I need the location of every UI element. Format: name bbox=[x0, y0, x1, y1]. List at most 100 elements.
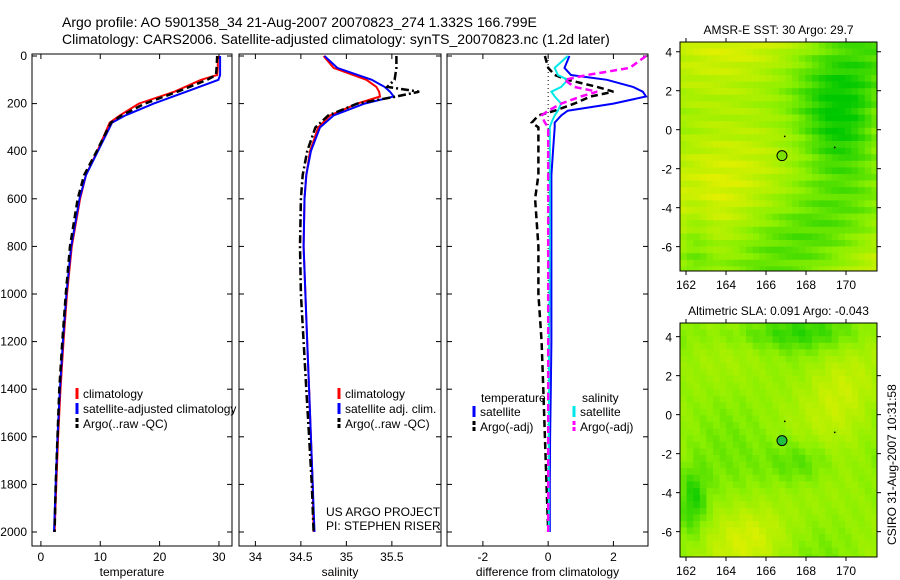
legend-label: Argo(-adj) bbox=[580, 420, 633, 434]
heatmap-cell bbox=[713, 200, 720, 208]
heatmap-cell bbox=[765, 402, 773, 410]
heatmap-cell bbox=[858, 362, 866, 370]
heatmap-cell bbox=[812, 521, 819, 528]
heatmap-cell bbox=[825, 422, 833, 429]
heatmap-cell bbox=[785, 213, 793, 221]
heatmap-cell bbox=[858, 114, 866, 122]
heatmap-cell bbox=[693, 108, 701, 115]
heatmap-cell bbox=[818, 448, 826, 456]
heatmap-cell bbox=[759, 55, 767, 63]
heatmap-cell bbox=[792, 42, 800, 49]
heatmap-cell bbox=[726, 461, 734, 469]
heatmap-cell bbox=[765, 441, 773, 449]
heatmap-cell bbox=[713, 468, 720, 476]
heatmap-cell bbox=[812, 547, 819, 555]
heatmap-cell bbox=[818, 154, 826, 162]
heatmap-cell bbox=[680, 362, 687, 370]
heatmap-cell bbox=[818, 494, 826, 502]
heatmap-cell bbox=[792, 534, 800, 542]
heatmap-cell bbox=[699, 521, 707, 528]
heatmap-cell bbox=[719, 187, 727, 195]
heatmap-cell bbox=[818, 233, 826, 241]
heatmap-cell bbox=[838, 408, 846, 416]
heatmap-cell bbox=[726, 180, 734, 188]
heatmap-cell bbox=[812, 75, 819, 82]
heatmap-cell bbox=[798, 94, 806, 102]
heatmap-cell bbox=[825, 88, 833, 96]
heatmap-cell bbox=[845, 521, 852, 528]
heatmap-cell bbox=[825, 323, 833, 330]
heatmap-cell bbox=[772, 220, 780, 228]
heatmap-cell bbox=[858, 193, 866, 201]
axes-frame bbox=[238, 53, 442, 547]
heatmap-cell bbox=[858, 435, 866, 443]
heatmap-cell bbox=[864, 180, 872, 188]
heatmap-cell bbox=[726, 226, 734, 234]
heatmap-cell bbox=[864, 167, 872, 175]
heatmap-cell bbox=[805, 266, 813, 272]
heatmap-cell bbox=[871, 114, 878, 122]
heatmap-cell bbox=[765, 81, 773, 89]
heatmap-cell bbox=[838, 246, 846, 254]
heatmap-cell bbox=[798, 246, 806, 254]
heatmap-cell bbox=[726, 362, 734, 370]
heatmap-cell bbox=[805, 428, 813, 436]
heatmap-cell bbox=[739, 540, 747, 548]
heatmap-cell bbox=[713, 187, 720, 195]
heatmap-cell bbox=[805, 481, 813, 489]
heatmap-cell bbox=[686, 402, 694, 410]
heatmap-cell bbox=[825, 240, 833, 247]
heatmap-cell bbox=[812, 441, 819, 449]
heatmap-cell bbox=[818, 240, 826, 247]
heatmap-cell bbox=[851, 547, 859, 555]
heatmap-cell bbox=[752, 246, 760, 254]
heatmap-cell bbox=[785, 488, 793, 495]
heatmap-cell bbox=[785, 147, 793, 155]
heatmap-cell bbox=[825, 468, 833, 476]
heatmap-cell bbox=[825, 246, 833, 254]
heatmap-cell bbox=[706, 448, 714, 456]
x-tick-label: 166 bbox=[756, 278, 776, 292]
heatmap-cell bbox=[798, 402, 806, 410]
heatmap-cell bbox=[732, 220, 740, 228]
heatmap-cell bbox=[693, 94, 701, 102]
heatmap-cell bbox=[739, 428, 747, 436]
heatmap-cell bbox=[785, 253, 793, 261]
heatmap-cell bbox=[752, 187, 760, 195]
heatmap-cell bbox=[864, 154, 872, 162]
heatmap-cell bbox=[864, 68, 872, 76]
heatmap-cell bbox=[686, 141, 694, 148]
heatmap-cell bbox=[779, 395, 786, 403]
heatmap-cell bbox=[798, 121, 806, 129]
heatmap-cell bbox=[746, 108, 753, 115]
heatmap-cell bbox=[746, 134, 753, 142]
heatmap-cell bbox=[851, 220, 859, 228]
heatmap-cell bbox=[693, 435, 701, 443]
heatmap-cell bbox=[812, 554, 819, 558]
heatmap-cell bbox=[785, 240, 793, 247]
heatmap-cell bbox=[772, 88, 780, 96]
heatmap-cell bbox=[686, 246, 694, 254]
heatmap-cell bbox=[805, 356, 813, 363]
heatmap-cell bbox=[713, 193, 720, 201]
heatmap-cell bbox=[838, 448, 846, 456]
heatmap-cell bbox=[779, 349, 786, 357]
heatmap-cell bbox=[845, 507, 852, 515]
heatmap-cell bbox=[772, 323, 780, 330]
heatmap-cell bbox=[858, 160, 866, 168]
heatmap-cell bbox=[871, 167, 878, 175]
heatmap-cell bbox=[818, 220, 826, 228]
heatmap-cell bbox=[812, 233, 819, 241]
heatmap-cell bbox=[713, 88, 720, 96]
heatmap-cell bbox=[739, 187, 747, 195]
heatmap-cell bbox=[752, 375, 760, 383]
heatmap-cell bbox=[706, 461, 714, 469]
heatmap-cell bbox=[785, 68, 793, 76]
heatmap-cell bbox=[779, 200, 786, 208]
heatmap-cell bbox=[818, 382, 826, 390]
heatmap-cell bbox=[680, 127, 687, 135]
axes-frame bbox=[446, 53, 649, 547]
heatmap-cell bbox=[838, 167, 846, 175]
heatmap-cell bbox=[831, 61, 839, 69]
heatmap-cell bbox=[785, 540, 793, 548]
